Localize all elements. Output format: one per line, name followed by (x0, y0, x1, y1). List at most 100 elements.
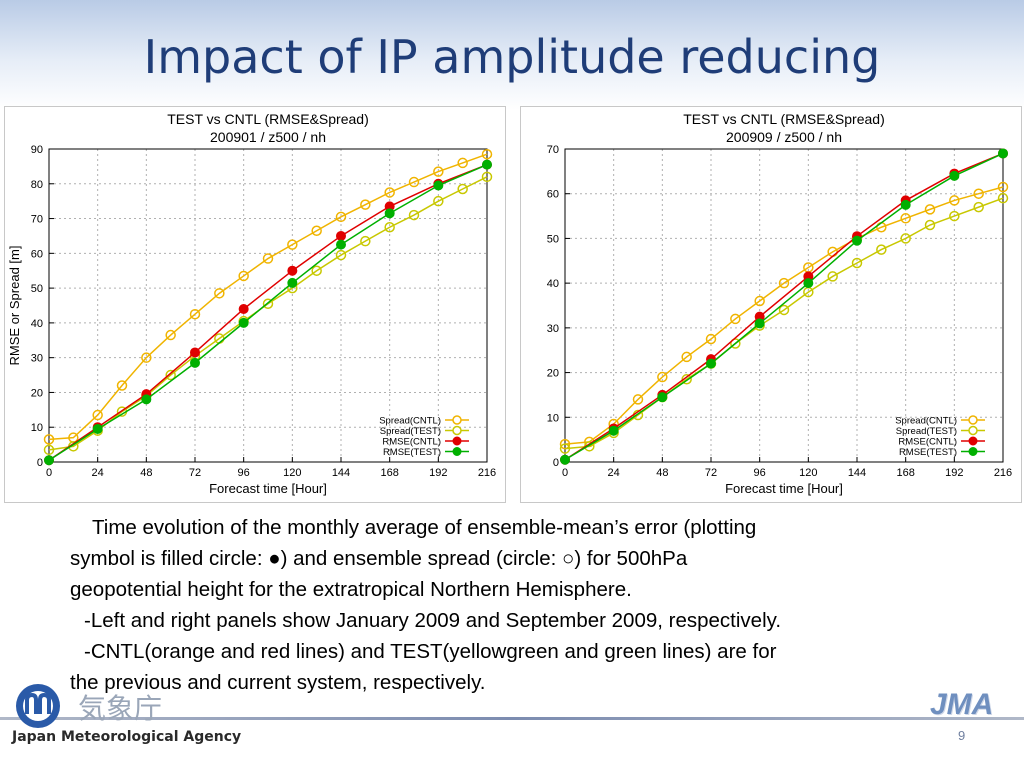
series-line-rmse-test (48, 163, 488, 461)
data-point (165, 329, 176, 341)
data-point (43, 434, 55, 445)
data-point (973, 188, 984, 199)
jma-emblem-icon: 気象庁 Japan Meteorological Agency (11, 684, 241, 745)
data-point (876, 244, 887, 255)
caption-line: -Left and right panels show January 2009… (84, 609, 782, 632)
data-point (657, 371, 668, 383)
data-point (706, 358, 716, 369)
y-tick-label: 10 (31, 422, 43, 434)
chart-title: TEST vs CNTL (RMSE&Spread) (167, 111, 369, 127)
y-tick-label: 30 (31, 353, 43, 365)
data-point (433, 166, 444, 177)
chart-january-2009: TEST vs CNTL (RMSE&Spread) 200901 / z500 … (7, 111, 496, 496)
legend-label: RMSE(TEST) (899, 447, 957, 458)
data-point (336, 230, 346, 241)
data-point (360, 235, 371, 247)
data-point (559, 443, 571, 454)
agency-name-jp: 気象庁 (78, 692, 162, 725)
y-tick-label: 40 (31, 318, 43, 330)
data-point (287, 239, 298, 250)
data-point (851, 257, 863, 269)
series-line-rmse-cntl (564, 152, 1004, 461)
x-tick-label: 0 (46, 467, 52, 479)
plot-frame (564, 148, 1004, 463)
data-point (730, 338, 741, 349)
legend-marker (968, 447, 978, 456)
data-point (949, 170, 960, 181)
y-tick-label: 90 (31, 144, 43, 156)
plot-frame (48, 148, 488, 463)
y-tick-label: 0 (553, 457, 559, 469)
legend-marker (968, 415, 978, 425)
data-point (43, 444, 55, 456)
x-tick-label: 96 (754, 467, 766, 479)
data-point (384, 187, 395, 198)
data-point (900, 233, 911, 244)
series-line-rmse-test (564, 152, 1004, 461)
data-point (827, 271, 838, 282)
figure-caption: Time evolution of the monthly average of… (70, 512, 970, 698)
series-line-spread-cntl (48, 153, 488, 441)
y-tick-label: 40 (547, 278, 559, 290)
x-tick-label: 72 (705, 467, 717, 479)
slide-title: Impact of IP amplitude reducing (143, 30, 881, 84)
data-point (803, 278, 814, 289)
chart-subtitle: 200901 / z500 / nh (210, 129, 326, 145)
data-point (973, 201, 984, 213)
caption-line: symbol is filled circle: ●) and ensemble… (70, 547, 688, 570)
x-tick-label: 0 (562, 467, 568, 479)
data-point (949, 195, 960, 206)
y-tick-label: 10 (547, 412, 559, 424)
data-point (262, 298, 274, 310)
y-tick-label: 20 (31, 387, 43, 399)
data-point (165, 369, 176, 381)
data-point (44, 455, 54, 466)
data-point (287, 277, 298, 288)
jma-logo: 気象庁 Japan Meteorological Agency (8, 680, 258, 760)
x-tick-label: 216 (478, 467, 496, 479)
data-point (190, 357, 200, 368)
jma-brand-mark: JMA (930, 688, 994, 721)
y-tick-label: 80 (31, 179, 43, 191)
x-tick-label: 192 (945, 467, 963, 479)
data-point (92, 409, 103, 421)
data-point (360, 199, 371, 210)
data-point (141, 352, 152, 363)
data-point (116, 380, 128, 391)
x-tick-label: 192 (429, 467, 447, 479)
x-tick-label: 24 (608, 467, 620, 479)
x-tick-label: 144 (848, 467, 866, 479)
y-tick-label: 50 (547, 233, 559, 245)
x-tick-label: 48 (656, 467, 668, 479)
chart-panel-september: TEST vs CNTL (RMSE&Spread) 200909 / z500 … (520, 106, 1022, 503)
data-point (632, 394, 644, 405)
x-tick-label: 120 (283, 467, 301, 479)
data-point (92, 423, 103, 434)
data-point (335, 249, 347, 261)
caption-line: the previous and current system, respect… (70, 671, 486, 694)
y-tick-label: 60 (31, 248, 43, 260)
series-line-spread-test (48, 176, 488, 451)
x-tick-label: 168 (896, 467, 914, 479)
legend-marker (968, 436, 978, 446)
data-point (997, 181, 1009, 193)
data-point (238, 303, 249, 314)
legend-marker (452, 415, 462, 425)
data-point (433, 180, 444, 191)
data-point (852, 235, 862, 246)
x-axis-label: Forecast time [Hour] (725, 481, 843, 496)
caption-line: Time evolution of the monthly average of… (92, 516, 757, 539)
data-point (335, 211, 347, 223)
data-point (778, 277, 790, 289)
data-point (408, 176, 420, 188)
data-point (608, 425, 619, 436)
footer-divider (0, 717, 1024, 720)
x-tick-label: 96 (238, 467, 250, 479)
x-tick-label: 24 (92, 467, 104, 479)
data-point (482, 159, 492, 170)
x-axis-label: Forecast time [Hour] (209, 481, 327, 496)
data-point (705, 333, 717, 345)
legend-label: Spread(TEST) (896, 426, 957, 437)
chart-panel-january: TEST vs CNTL (RMSE&Spread) 200901 / z500 … (4, 106, 506, 503)
x-tick-label: 120 (799, 467, 817, 479)
